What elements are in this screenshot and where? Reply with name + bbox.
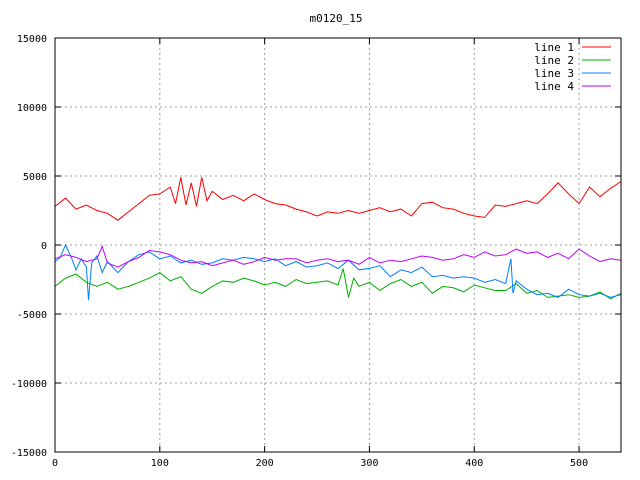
legend-label: line 2 (534, 54, 574, 67)
grid (55, 38, 621, 452)
series-line-2 (54, 268, 622, 300)
x-tick-label: 500 (570, 458, 588, 469)
series-line-3 (54, 243, 622, 301)
axis-ticks: 0 100 200 300 400 500 -15000 -10000 -5000 0 5000 10… (11, 34, 621, 469)
series-line-1 (54, 177, 622, 221)
legend-label: line 4 (534, 80, 574, 93)
x-tick-label: 200 (256, 458, 274, 469)
x-tick-label: 0 (52, 458, 58, 469)
legend-label: line 1 (534, 41, 574, 54)
series-line-4 (54, 244, 622, 268)
chart-title: m0120_15 (310, 12, 363, 25)
y-tick-label: 15000 (17, 34, 47, 45)
y-tick-label: 5000 (23, 172, 47, 183)
y-tick-label: -15000 (11, 448, 47, 459)
legend-label: line 3 (534, 67, 574, 80)
x-tick-label: 300 (360, 458, 378, 469)
series-lines (54, 177, 622, 301)
y-tick-label: -10000 (11, 379, 47, 390)
x-tick-label: 400 (465, 458, 483, 469)
y-tick-label: 0 (41, 241, 47, 252)
y-tick-label: 10000 (17, 103, 47, 114)
x-tick-label: 100 (151, 458, 169, 469)
y-tick-label: -5000 (17, 310, 47, 321)
